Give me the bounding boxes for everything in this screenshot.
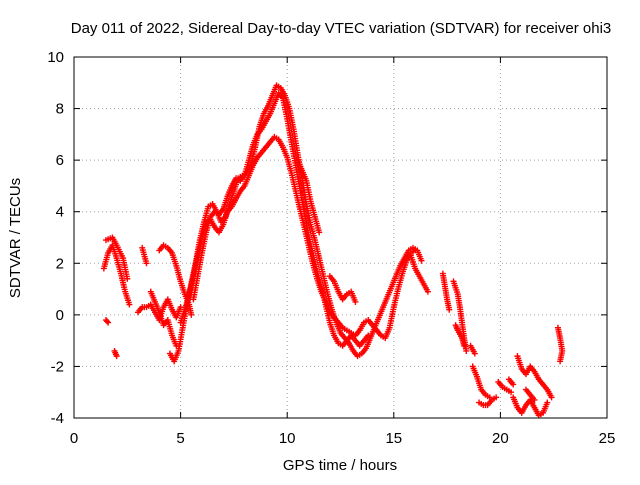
y-tick-label: 4 xyxy=(56,204,64,221)
data-point xyxy=(412,247,419,254)
x-axis-label: GPS time / hours xyxy=(283,457,397,474)
y-tick-label: 2 xyxy=(56,255,64,272)
data-point xyxy=(557,358,564,365)
y-tick-label: 6 xyxy=(56,152,64,169)
x-tick-label: 20 xyxy=(492,430,509,447)
x-tick-label: 25 xyxy=(599,430,616,447)
x-tick-label: 0 xyxy=(70,430,78,447)
data-point xyxy=(104,318,111,325)
data-point xyxy=(544,399,551,406)
data-point xyxy=(463,347,470,354)
y-tick-label: -4 xyxy=(51,410,64,427)
data-point xyxy=(188,311,195,318)
chart-title: Day 011 of 2022, Sidereal Day-to-day VTE… xyxy=(71,20,612,37)
data-point xyxy=(471,350,478,357)
data-point xyxy=(113,353,120,360)
data-point xyxy=(352,298,359,305)
data-point xyxy=(424,288,431,295)
data-point xyxy=(461,342,468,349)
y-tick-label: 8 xyxy=(56,101,64,118)
y-tick-label: -2 xyxy=(51,358,64,375)
data-point xyxy=(124,275,131,282)
data-point xyxy=(126,301,133,308)
plot-frame xyxy=(73,56,608,419)
data-point xyxy=(548,394,555,401)
x-tick-label: 10 xyxy=(279,430,296,447)
data-point xyxy=(105,319,112,326)
x-tick-label: 15 xyxy=(385,430,402,447)
data-point xyxy=(446,306,453,313)
data-point xyxy=(418,257,425,264)
data-point xyxy=(508,389,515,396)
data-point xyxy=(365,332,372,339)
data-point xyxy=(316,229,323,236)
data-point xyxy=(493,394,500,401)
y-tick-label: 10 xyxy=(47,49,64,66)
y-tick-label: 0 xyxy=(56,307,64,324)
data-points-layer xyxy=(100,82,566,419)
data-point xyxy=(143,260,150,267)
grid-layer xyxy=(74,57,607,418)
x-tick-label: 5 xyxy=(176,430,184,447)
axis-layer: 0 5 10 15 20 25 -4 -2 0 2 4 6 8 10 xyxy=(47,49,615,447)
data-point xyxy=(531,396,538,403)
data-point xyxy=(510,381,517,388)
y-axis-label: SDTVAR / TECUs xyxy=(7,178,24,298)
